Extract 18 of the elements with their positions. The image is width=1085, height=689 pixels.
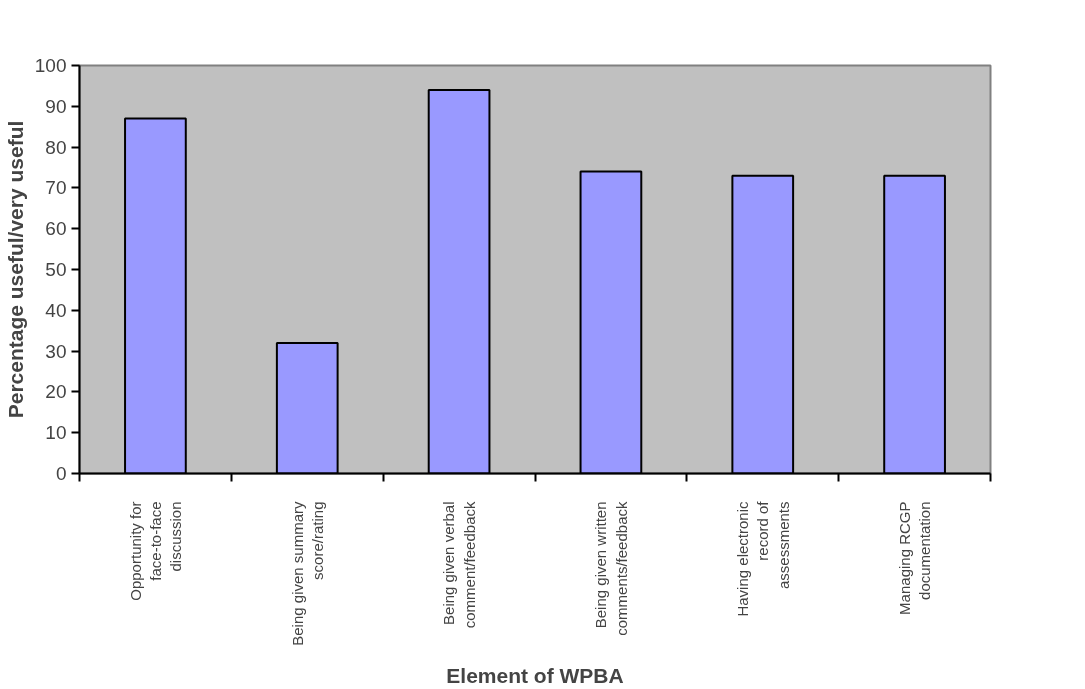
y-tick-label: 80 [45,136,67,158]
x-axis-title: Element of WPBA [446,663,624,687]
y-tick-label: 90 [45,95,67,117]
x-tick-label: Opportunity for face-to-face discussion [126,501,185,601]
y-tick-label: 10 [45,422,67,444]
y-tick-label: 20 [45,381,67,403]
y-tick-label: 30 [45,340,67,362]
y-tick-label: 100 [34,55,67,76]
y-tick-label: 40 [45,299,67,321]
x-tick-label: Managing RCGP documentation [895,501,934,615]
y-tick-label: 0 [55,463,67,484]
x-tick-label: Being given summary score/rating [288,501,326,646]
y-tick-label: 50 [45,259,67,280]
x-tick-label: Having electronic record of assessments [733,500,792,617]
x-tick-label: Being given verbal comment/feedback [440,501,478,629]
y-axis-title: Percentage useful/very useful [3,120,27,419]
y-tick-label: 70 [45,177,67,199]
y-tick-label: 60 [45,218,67,240]
